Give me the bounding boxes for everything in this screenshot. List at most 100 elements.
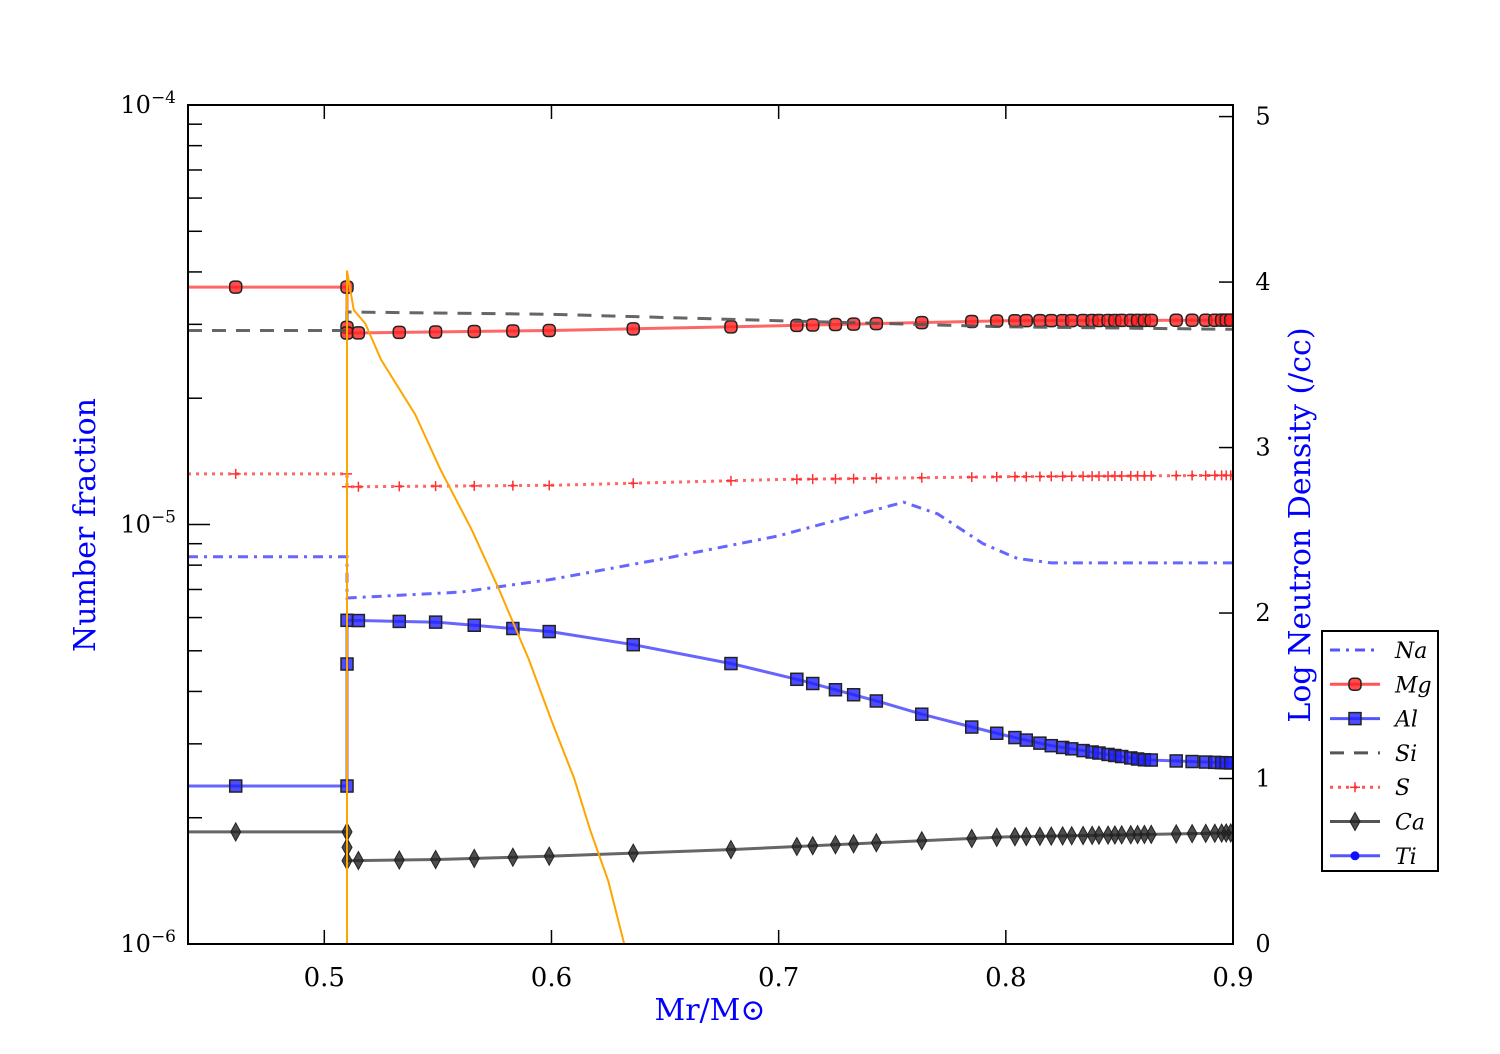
ca-marker [1093, 825, 1105, 846]
al-marker [467, 618, 481, 632]
ca-marker [1034, 826, 1046, 847]
ca-marker [870, 832, 882, 853]
al-marker [1064, 742, 1079, 756]
mg-marker [724, 320, 738, 334]
ca-marker [1349, 811, 1361, 832]
legend: Na Mg Al Si S Ca Ti [1321, 630, 1439, 872]
ca-marker [807, 835, 819, 856]
ca-marker [1045, 826, 1057, 847]
ca-marker [791, 836, 803, 857]
y-axis-label: Number fraction [68, 398, 103, 652]
x-tick-label: 0.9 [1212, 963, 1253, 993]
ca-marker [507, 847, 519, 868]
al-marker [228, 779, 243, 793]
al-marker [1044, 738, 1059, 753]
y2-axis-label: Log Neutron Density (/cc) [1283, 327, 1318, 722]
mg-marker [392, 325, 407, 340]
x-tick-label: 0.5 [304, 963, 345, 993]
mg-marker [626, 322, 641, 336]
y2-tick-label: 1 [1255, 765, 1270, 793]
al-line [188, 618, 1233, 788]
ca-marker [725, 839, 737, 860]
y-tick-label: 10−4 [120, 88, 176, 119]
s-marker [1200, 470, 1211, 481]
s-marker [469, 480, 480, 491]
ca-marker [1186, 823, 1198, 844]
al-marker [1019, 733, 1034, 747]
al-marker [915, 707, 929, 721]
s-marker [725, 475, 736, 486]
s-marker [1187, 470, 1198, 481]
y-tick-label: 10−5 [120, 508, 176, 539]
mg-marker [467, 324, 481, 339]
ca-marker [1077, 825, 1089, 846]
y2-tick-label: 0 [1255, 930, 1270, 958]
x-tick-label: 0.6 [531, 963, 572, 993]
s-marker [507, 480, 518, 491]
s-marker [966, 472, 977, 483]
mg-marker [1008, 313, 1022, 328]
y2-tick-label: 3 [1255, 434, 1270, 462]
al-marker [1348, 711, 1362, 726]
s-marker [1116, 470, 1127, 481]
s-marker [791, 474, 802, 485]
ca-marker [848, 833, 860, 854]
al-marker [1033, 736, 1047, 750]
y2-tick-label: 2 [1255, 599, 1270, 627]
s-marker [544, 480, 555, 491]
s-marker [1171, 470, 1182, 481]
mg-marker [228, 280, 243, 294]
al-marker [989, 726, 1004, 741]
s-marker [230, 468, 241, 479]
al-marker [965, 720, 979, 734]
legend-si-label: Si [1395, 742, 1417, 767]
s-marker [991, 471, 1002, 482]
al-marker [869, 694, 884, 708]
ca-marker [1020, 826, 1032, 847]
ca-marker [393, 849, 405, 871]
s-marker [628, 478, 639, 489]
legend-mg-label: Mg [1394, 673, 1432, 698]
mg-marker [1185, 313, 1199, 328]
al-marker [351, 613, 366, 628]
s-marker [1066, 471, 1077, 482]
al-marker [828, 682, 843, 697]
ca-marker [543, 846, 555, 867]
al-marker [542, 624, 556, 639]
legend-al-label: Al [1393, 708, 1418, 733]
s-marker [1225, 470, 1233, 481]
x-axis-label: Mr/M⊙ [654, 993, 765, 1028]
mg-marker [1223, 313, 1233, 327]
al-marker [1144, 753, 1158, 767]
ca-marker [916, 830, 928, 851]
ca-marker [230, 821, 242, 842]
y-tick-label: 10−6 [120, 927, 176, 958]
ca-marker [1057, 825, 1069, 846]
s-marker [1046, 471, 1057, 482]
mg-marker [828, 317, 843, 332]
na-line [188, 500, 1233, 600]
ca-marker [966, 828, 978, 849]
al-marker [392, 614, 407, 629]
ca-marker [1009, 826, 1021, 847]
neutron-density-line [346, 270, 626, 944]
s-marker [1146, 470, 1157, 481]
al-marker [790, 672, 804, 687]
mg-marker [1169, 313, 1183, 328]
s-marker [807, 474, 818, 485]
ca-marker [1116, 824, 1128, 845]
plot-lines [188, 270, 1233, 944]
al-marker [428, 615, 443, 629]
mg-marker [805, 318, 820, 332]
mg-marker [506, 324, 520, 338]
s-marker [1093, 471, 1104, 482]
legend-ti-label: Ti [1395, 845, 1417, 870]
al-marker [626, 637, 641, 652]
ca-marker [430, 849, 442, 870]
ca-marker [627, 843, 639, 864]
s-marker [848, 473, 859, 484]
s-marker [353, 481, 364, 492]
s-marker [1350, 782, 1360, 793]
al-marker [724, 656, 738, 671]
